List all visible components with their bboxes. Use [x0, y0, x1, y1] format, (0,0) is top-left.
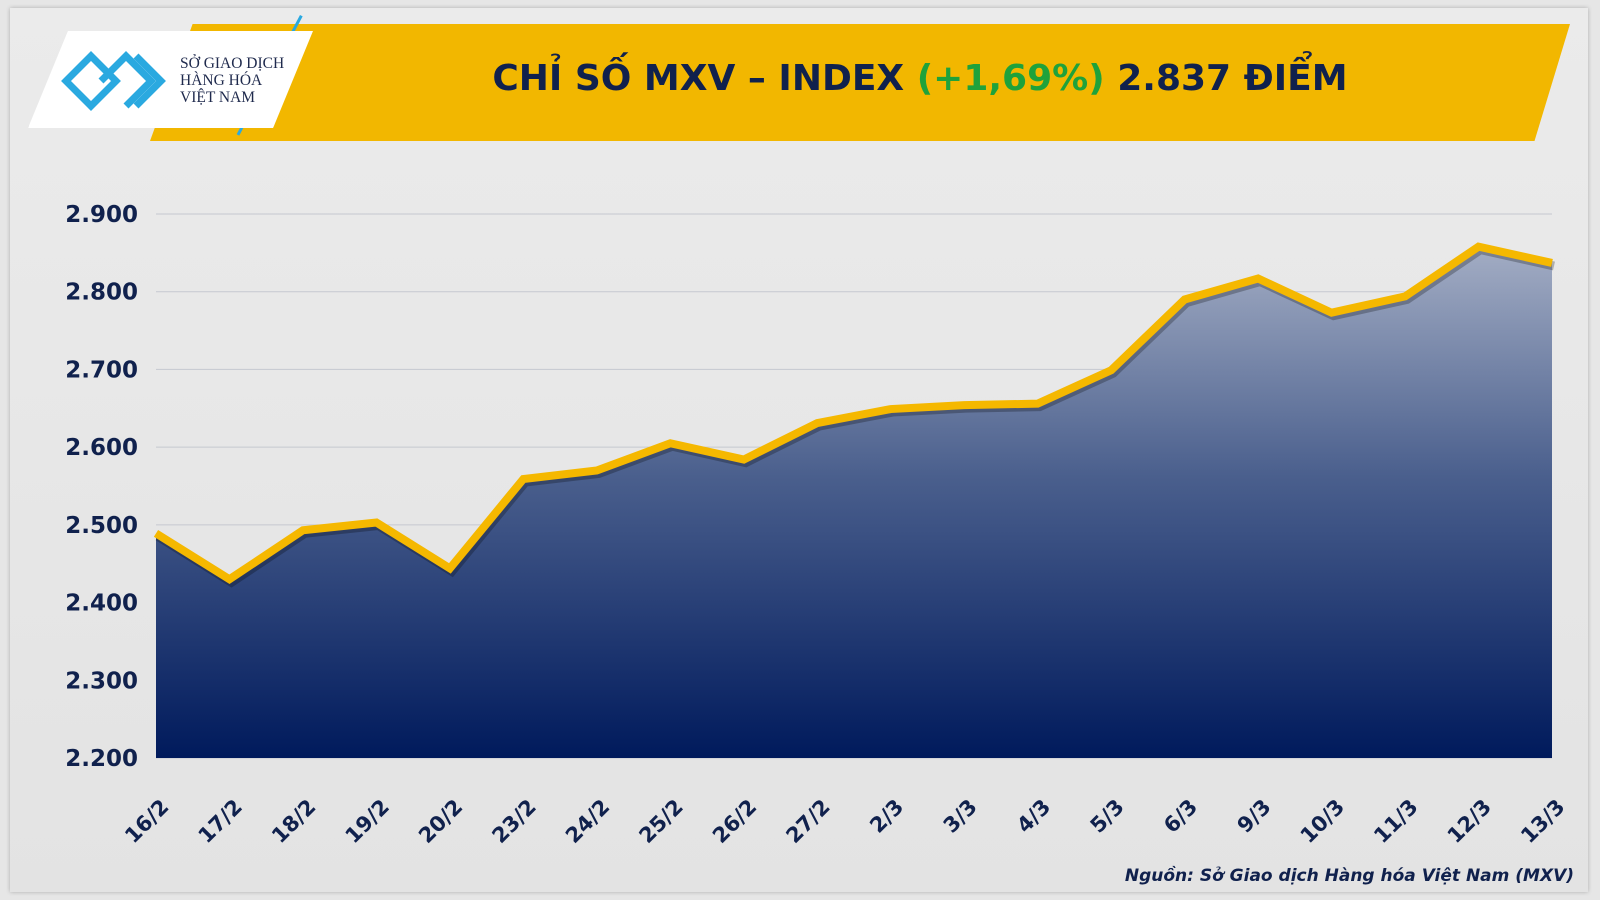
series-line [153, 242, 1553, 585]
x-tick-label: 16/2 [120, 795, 173, 848]
x-tick-label: 17/2 [194, 795, 247, 848]
y-tick-label: 2.400 [65, 591, 138, 617]
y-tick-label: 2.800 [65, 280, 138, 306]
x-tick-label: 19/2 [341, 795, 394, 848]
x-tick-label: 26/2 [708, 795, 761, 848]
x-tick-label: 10/3 [1296, 795, 1349, 848]
title-change: (+1,69%) [916, 58, 1105, 99]
x-tick-label: 6/3 [1159, 795, 1202, 838]
mxv-logo-icon [61, 51, 166, 111]
logo-line: VIỆT NAM [180, 89, 256, 106]
x-tick-label: 2/3 [865, 795, 908, 838]
x-tick-label: 27/2 [781, 795, 834, 848]
y-tick-label: 2.600 [65, 435, 138, 461]
x-tick-label: 23/2 [488, 795, 541, 848]
x-tick-label: 9/3 [1233, 795, 1276, 838]
logo-line: SỞ GIAO DỊCH [180, 55, 285, 72]
title-value: 2.837 ĐIỂM [1104, 58, 1348, 99]
x-tick-label: 4/3 [1012, 795, 1055, 838]
chart-title: CHỈ SỐ MXV – INDEX (+1,69%) 2.837 ĐIỂM [300, 58, 1540, 99]
logo [28, 31, 313, 128]
logo-text: SỞ GIAO DỊCH HÀNG HÓA VIỆT NAM [180, 55, 284, 106]
x-tick-label: 24/2 [561, 795, 614, 848]
x-tick-label: 11/3 [1369, 795, 1422, 848]
y-tick-label: 2.500 [65, 513, 138, 539]
x-tick-label: 13/3 [1516, 795, 1569, 848]
x-tick-label: 25/2 [634, 795, 687, 848]
y-tick-label: 2.200 [65, 746, 138, 772]
title-banner [150, 24, 1570, 141]
x-tick-label: 5/3 [1086, 795, 1129, 838]
title-prefix: CHỈ SỐ MXV – INDEX [492, 58, 917, 99]
y-tick-label: 2.700 [65, 357, 138, 383]
logo-line: HÀNG HÓA [180, 72, 263, 89]
x-tick-label: 12/3 [1443, 795, 1496, 848]
y-tick-label: 2.300 [65, 668, 138, 694]
y-tick-label: 2.900 [65, 202, 138, 228]
source-note: Nguồn: Sở Giao dịch Hàng hóa Việt Nam (M… [1124, 866, 1574, 886]
x-tick-label: 18/2 [267, 795, 320, 848]
x-tick-label: 20/2 [414, 795, 467, 848]
x-tick-label: 3/3 [939, 795, 982, 838]
area-fill [156, 246, 1552, 758]
